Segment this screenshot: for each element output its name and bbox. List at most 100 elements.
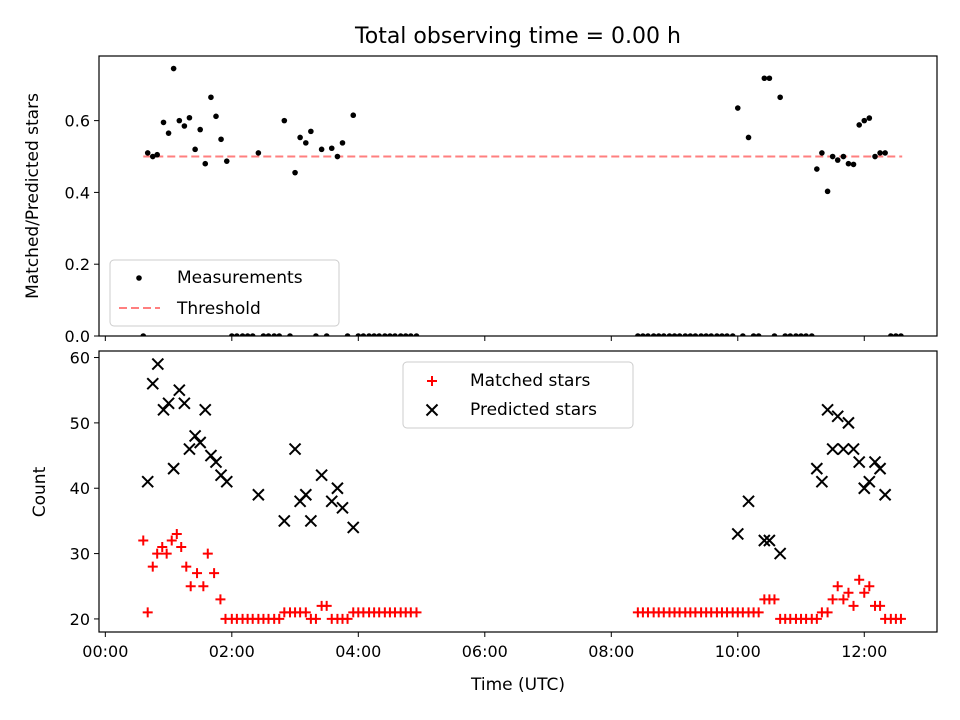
matched-star-point bbox=[875, 600, 886, 611]
matched-star-point bbox=[185, 581, 196, 592]
measurement-point bbox=[824, 188, 831, 195]
measurement-point bbox=[671, 333, 678, 336]
measurement-point bbox=[645, 333, 651, 336]
top-y-tick-label: 0.2 bbox=[65, 255, 90, 274]
matched-star-point bbox=[161, 548, 172, 559]
predicted-star-point bbox=[773, 547, 787, 560]
measurement-point bbox=[687, 333, 694, 336]
predicted-star-point bbox=[288, 442, 302, 456]
measurement-point bbox=[888, 333, 894, 336]
measurement-point bbox=[239, 333, 246, 336]
bottom-x-tick-label: 12:00 bbox=[841, 642, 887, 661]
predicted-star-point bbox=[151, 357, 165, 371]
measurement-point bbox=[898, 333, 904, 336]
measurement-point bbox=[197, 126, 203, 133]
measurement-point bbox=[787, 333, 794, 336]
bottom-frame bbox=[98, 350, 938, 633]
measurement-point bbox=[318, 146, 325, 153]
predicted-star-point bbox=[853, 455, 866, 469]
measurement-point bbox=[714, 333, 720, 336]
predicted-star-point bbox=[826, 442, 839, 456]
matched-star-point bbox=[192, 568, 203, 579]
bottom-plot-area: 20 30 40 50 60 00:00 02:00 04:00 06:00 08:00 10:00… bbox=[70, 349, 938, 661]
measurement-point bbox=[834, 157, 841, 163]
measurement-point bbox=[719, 333, 725, 336]
measurement-point bbox=[276, 333, 283, 336]
measurement-point bbox=[339, 140, 346, 146]
matched-star-point bbox=[822, 607, 833, 618]
predicted-star-point bbox=[347, 521, 360, 534]
measurement-point bbox=[154, 151, 160, 158]
measurement-point bbox=[192, 146, 198, 153]
measurement-point bbox=[840, 153, 847, 160]
matched-star-point bbox=[843, 587, 854, 598]
predicted-star-point bbox=[863, 475, 876, 488]
measurement-point bbox=[360, 333, 367, 336]
measurement-point bbox=[845, 160, 852, 167]
predicted-star-point bbox=[821, 403, 834, 417]
measurement-point bbox=[265, 333, 272, 336]
predicted-star-point bbox=[209, 455, 223, 469]
measurement-point bbox=[202, 160, 209, 167]
measurement-point bbox=[149, 153, 156, 160]
predicted-star-point bbox=[167, 462, 180, 475]
top-y-tick-label: 0.4 bbox=[65, 183, 90, 202]
measurement-point bbox=[635, 333, 641, 336]
predicted-star-point bbox=[157, 403, 170, 417]
measurement-point bbox=[761, 75, 768, 82]
measurement-point bbox=[229, 333, 235, 336]
matched-star-point bbox=[864, 581, 875, 592]
matched-star-point bbox=[171, 528, 182, 539]
predicted-star-point bbox=[162, 397, 175, 410]
measurement-point bbox=[777, 94, 783, 101]
predicted-star-point bbox=[278, 514, 291, 528]
matched-star-point bbox=[274, 613, 285, 624]
predicted-star-point bbox=[304, 514, 318, 528]
measurement-point bbox=[750, 333, 757, 336]
matched-star-point bbox=[152, 548, 163, 559]
measurement-point bbox=[798, 333, 804, 336]
bottom-y-tick-label: 60 bbox=[70, 349, 90, 368]
predicted-star-point bbox=[178, 397, 191, 410]
measurement-point bbox=[872, 153, 878, 160]
matched-star-point bbox=[827, 594, 838, 605]
measurement-point bbox=[323, 333, 330, 336]
predicted-star-point bbox=[810, 462, 824, 475]
predicted-star-point bbox=[873, 462, 887, 475]
measurement-point bbox=[308, 128, 314, 135]
measurement-point bbox=[408, 333, 414, 336]
predicted-star-point bbox=[731, 527, 744, 541]
measurement-point bbox=[782, 333, 789, 336]
bottom-y-axis-label: Count bbox=[30, 466, 50, 517]
legend-predicted-label: Predicted stars bbox=[470, 400, 597, 420]
predicted-star-point bbox=[847, 442, 860, 456]
matched-star-point bbox=[848, 600, 859, 611]
measurement-point bbox=[734, 105, 741, 111]
matched-star-point bbox=[202, 548, 213, 559]
x-axis-label: Time (UTC) bbox=[470, 675, 565, 695]
measurement-point bbox=[808, 333, 815, 336]
matched-star-point bbox=[321, 600, 332, 611]
matched-star-point bbox=[859, 587, 870, 598]
measurement-point bbox=[328, 145, 335, 152]
measurement-point bbox=[355, 333, 362, 336]
bottom-x-tick-label: 02:00 bbox=[209, 642, 255, 661]
predicted-star-point bbox=[842, 416, 855, 430]
matched-star-point bbox=[181, 561, 192, 572]
predicted-star-point bbox=[325, 495, 338, 508]
measurement-point bbox=[771, 333, 778, 336]
measurement-point bbox=[234, 333, 240, 336]
measurement-point bbox=[413, 333, 420, 336]
measurement-point bbox=[292, 169, 298, 176]
measurement-point bbox=[392, 333, 398, 336]
measurement-point bbox=[213, 113, 219, 120]
measurement-point bbox=[287, 333, 293, 336]
predicted-star-point bbox=[878, 488, 892, 501]
matched-star-point bbox=[411, 607, 422, 618]
top-data-layer bbox=[140, 65, 904, 336]
measurement-point bbox=[181, 123, 188, 129]
matched-star-point bbox=[753, 607, 764, 618]
measurement-point bbox=[650, 333, 657, 336]
matched-star-point bbox=[854, 574, 865, 585]
